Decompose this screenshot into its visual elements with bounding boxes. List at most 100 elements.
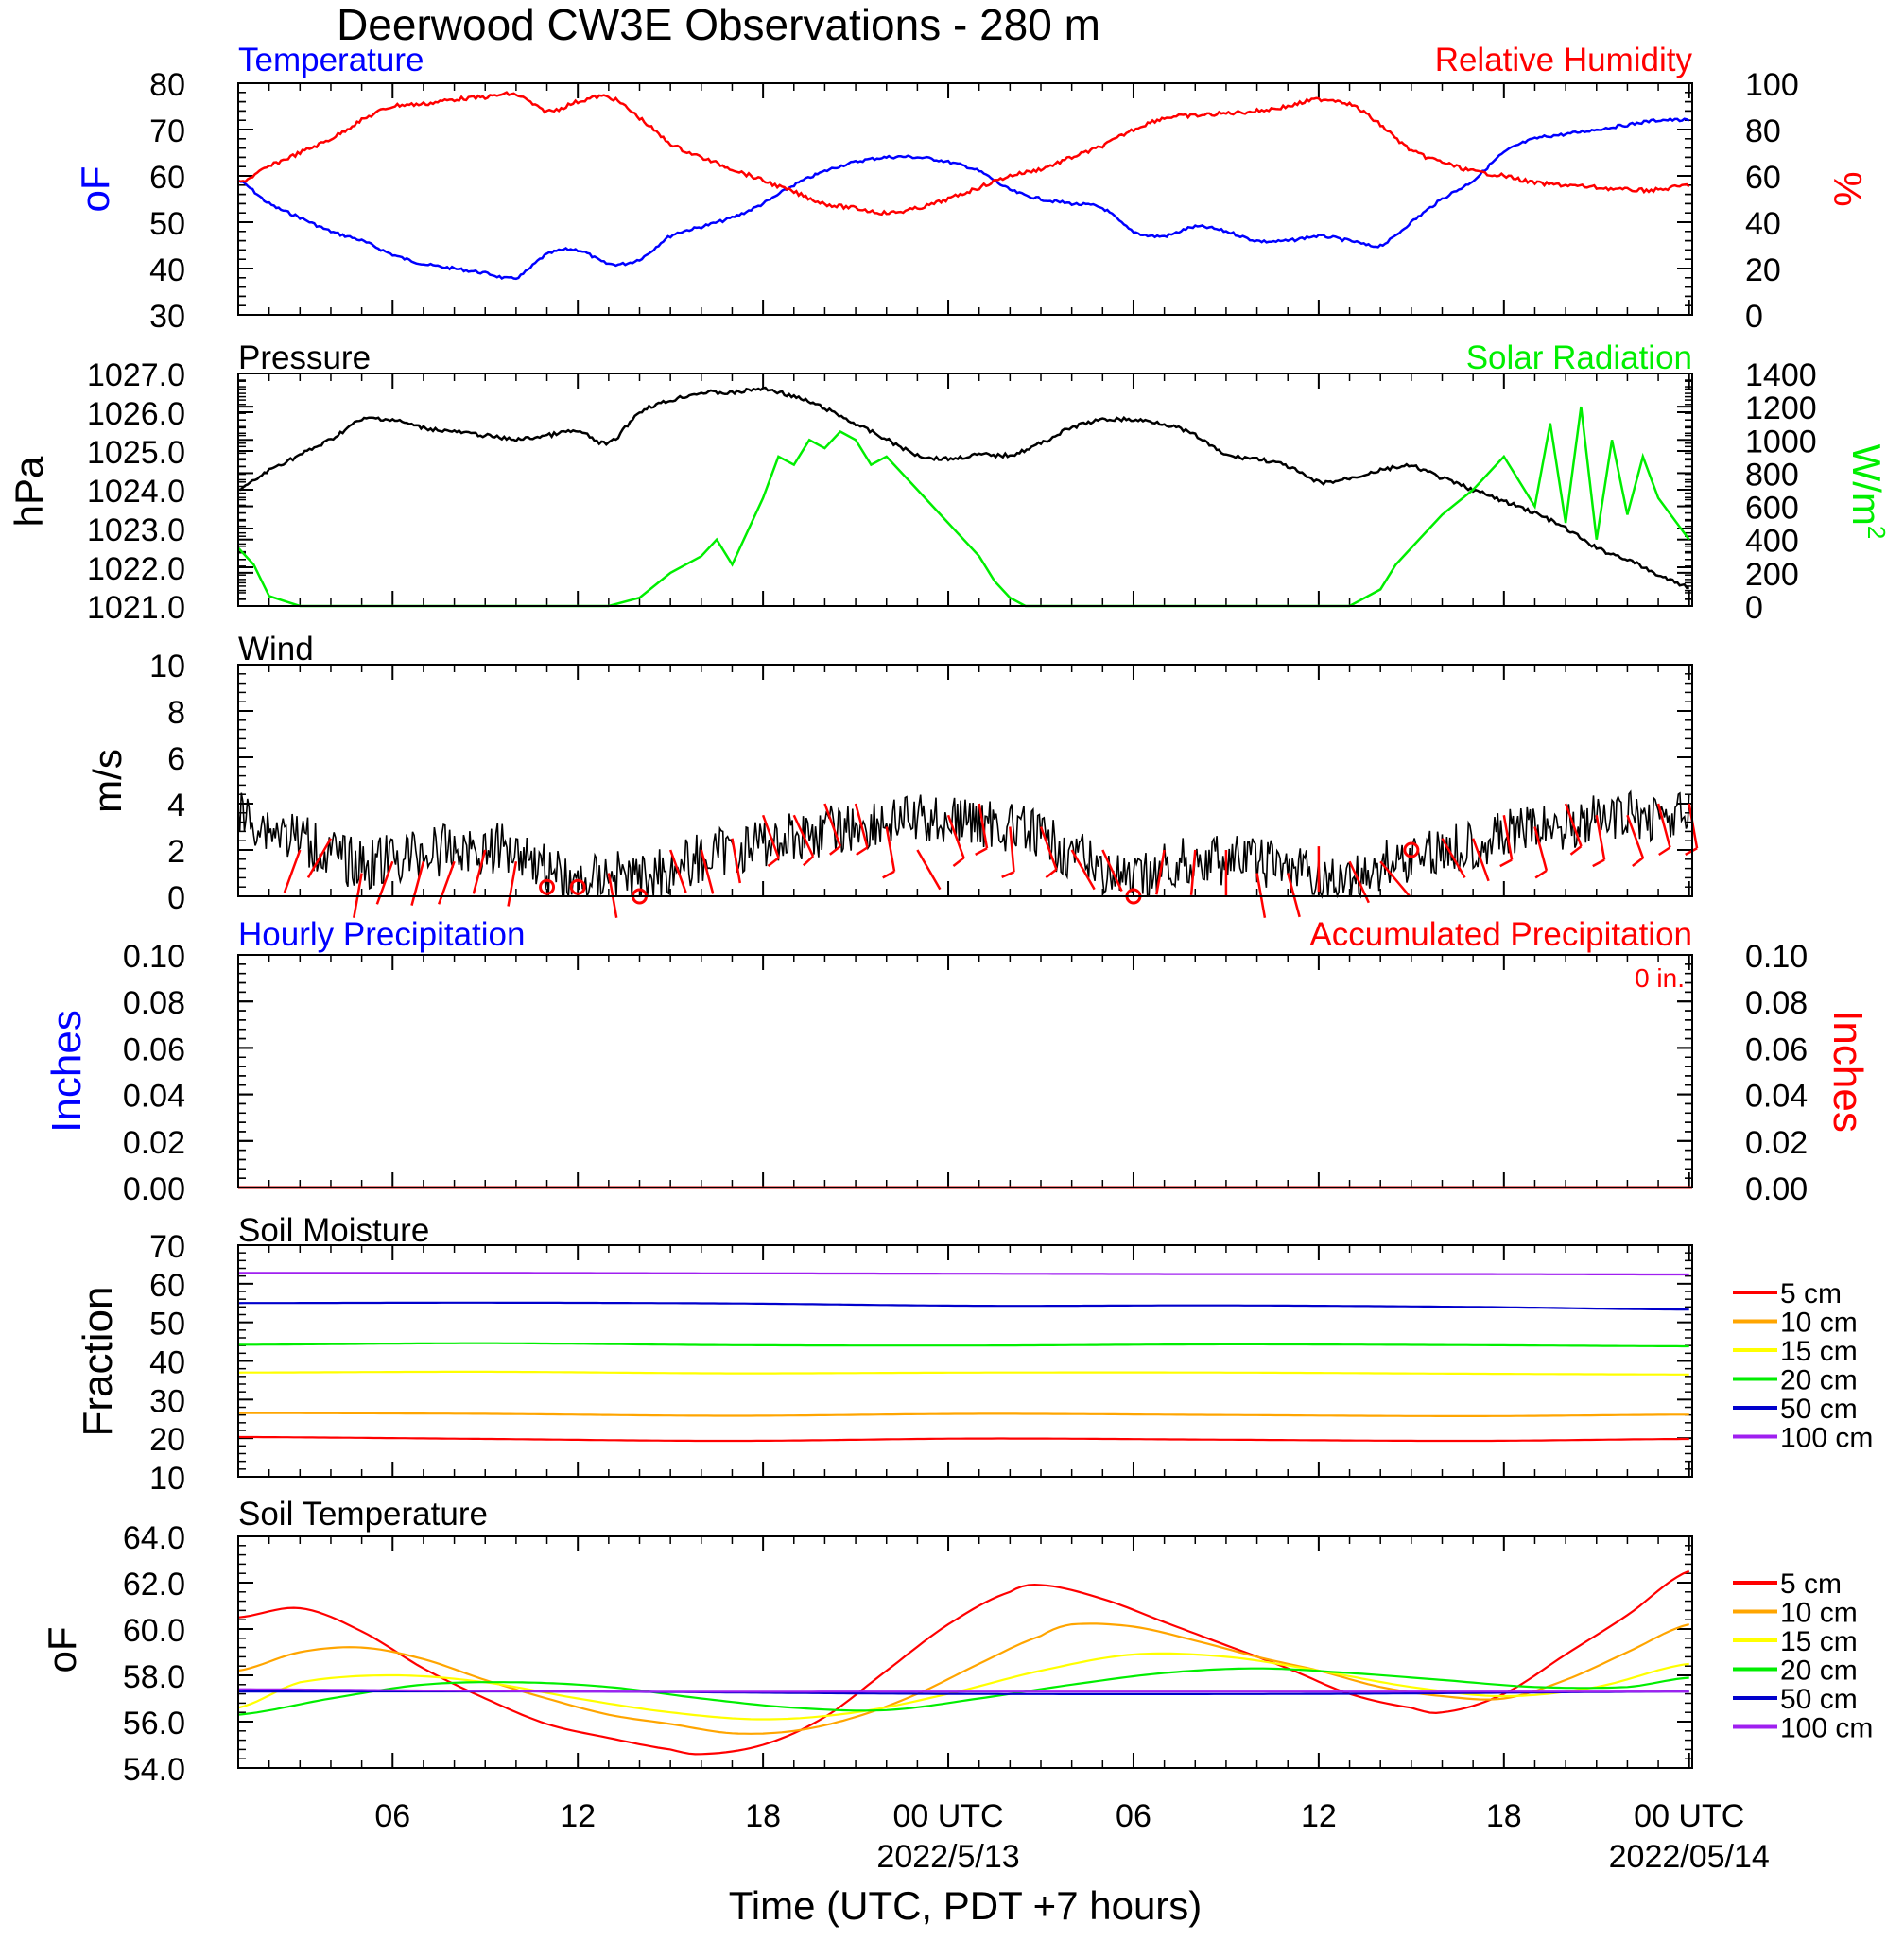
precip-right-yticks: 0.00 0.02 0.04 0.06 0.08 0.10 <box>238 939 1808 1207</box>
wind-barb-flag <box>1499 858 1513 868</box>
wind-barb <box>1441 838 1466 878</box>
wind-barb <box>916 849 942 891</box>
x-tick-labels: 06 12 18 00 UTC 2022/5/13 06 12 18 00 UTC 2022/05… <box>374 1798 1769 1875</box>
soil-temp-unit: oF <box>40 1626 84 1672</box>
soil-temperature-line <box>238 1688 1689 1693</box>
wind-barb <box>1189 849 1197 895</box>
y-tick-label: 40 <box>1745 206 1781 242</box>
calm-wind-marker <box>1403 841 1420 858</box>
x-tick-label: 06 <box>374 1798 410 1834</box>
temperature-title: Temperature <box>238 42 424 78</box>
legend-label: 10 cm <box>1780 1598 1858 1629</box>
wind-barb <box>792 814 815 858</box>
panel-temperature-humidity: Temperature Relative Humidity oF % 30 40 5… <box>73 42 1870 335</box>
y-tick-label: 1200 <box>1745 390 1817 426</box>
x-tick-label: 12 <box>1301 1798 1337 1834</box>
soil-moisture-line <box>237 1435 1689 1443</box>
rh-yticks: 0 20 40 60 80 100 <box>238 67 1799 335</box>
soil-moisture-unit: Fraction <box>75 1287 121 1437</box>
wind-barb <box>668 849 687 893</box>
wind-barb <box>978 803 989 849</box>
precip-right-unit: Inches <box>1825 1010 1871 1133</box>
panel-soil-temperature: Soil Temperature oF 54.0 56.0 58.0 60.0 62.0… <box>40 1496 1873 1788</box>
p3-xticks <box>268 665 1690 896</box>
y-tick-label: 0 <box>1745 299 1763 335</box>
calm-wind-marker <box>569 878 586 895</box>
soil-temperature-line <box>237 1652 1689 1721</box>
soil-moisture-title: Soil Moisture <box>238 1212 429 1249</box>
calm-wind-marker <box>539 878 556 895</box>
y-tick-label: 1026.0 <box>87 396 185 432</box>
humidity-unit: % <box>1826 171 1870 206</box>
pressure-title: Pressure <box>238 339 371 376</box>
y-tick-label: 60.0 <box>123 1613 185 1649</box>
x-tick-label: 18 <box>1486 1798 1522 1834</box>
wind-barb <box>283 849 302 893</box>
wind-barb <box>507 861 518 907</box>
chart-title: Deerwood CW3E Observations - 280 m <box>337 0 1100 49</box>
y-tick-label: 400 <box>1745 524 1799 560</box>
y-tick-label: 0.08 <box>1745 985 1808 1021</box>
y-tick-label: 60 <box>1745 160 1781 196</box>
legend-label: 50 cm <box>1780 1394 1858 1425</box>
y-tick-label: 0.00 <box>123 1171 185 1207</box>
pressure-unit: hPa <box>7 456 51 527</box>
precip-left-unit: Inches <box>43 1010 90 1133</box>
legend-label: 100 cm <box>1780 1423 1873 1454</box>
wind-barb <box>1070 849 1096 891</box>
y-tick-label: 1022.0 <box>87 551 185 587</box>
y-tick-label: 56.0 <box>123 1706 185 1742</box>
temperature-line <box>237 117 1690 281</box>
y-tick-label: 40 <box>149 252 185 288</box>
wind-barb <box>1626 814 1645 858</box>
y-tick-label: 2 <box>167 834 185 870</box>
wind-barb-flag <box>975 847 988 856</box>
p1-xticks <box>268 83 1690 315</box>
humidity-line <box>238 91 1690 217</box>
y-tick-label: 0.10 <box>1745 939 1808 975</box>
y-tick-label: 0.00 <box>1745 1171 1808 1207</box>
wind-barb <box>1009 826 1015 873</box>
wind-barb <box>1533 826 1549 872</box>
y-tick-label: 64.0 <box>123 1520 185 1556</box>
solar-line <box>237 406 1690 608</box>
wind-barb <box>700 849 715 894</box>
soil-temperature-line <box>237 1622 1689 1735</box>
wind-title: Wind <box>238 631 314 667</box>
y-tick-label: 0.06 <box>1745 1031 1808 1067</box>
panel-wind: Wind m/s 0 2 4 6 8 10 <box>85 631 1699 918</box>
y-tick-label: 30 <box>149 1383 185 1419</box>
y-tick-label: 10 <box>149 649 185 685</box>
y-tick-label: 1025.0 <box>87 435 185 471</box>
y-tick-label: 58.0 <box>123 1659 185 1695</box>
y-tick-label: 800 <box>1745 457 1799 493</box>
panel-precipitation: Hourly Precipitation Accumulated Precipi… <box>43 916 1871 1207</box>
wind-barb-flag <box>1001 871 1015 878</box>
y-tick-label: 80 <box>1745 113 1781 149</box>
y-tick-label: 1024.0 <box>87 474 185 510</box>
y-tick-label: 0.10 <box>123 939 185 975</box>
soil-temp-title: Soil Temperature <box>238 1496 488 1533</box>
wind-yticks: 0 2 4 6 8 10 <box>149 649 1692 916</box>
y-tick-label: 0.04 <box>123 1079 185 1115</box>
precip-left-yticks: 0.00 0.02 0.04 0.06 0.08 0.10 <box>123 939 1692 1207</box>
wind-barb <box>823 803 842 847</box>
y-tick-label: 1023.0 <box>87 512 185 548</box>
y-tick-label: 4 <box>167 788 185 823</box>
legend-label: 15 cm <box>1780 1626 1858 1657</box>
wind-barb <box>1287 873 1301 918</box>
x-tick-label: 18 <box>745 1798 781 1834</box>
wind-barb <box>854 803 869 848</box>
solar-title: Solar Radiation <box>1466 339 1692 376</box>
wind-barb-flag <box>1685 847 1698 856</box>
panel-pressure-solar: Pressure Solar Radiation hPa W/m2 1021.0… <box>7 339 1891 626</box>
legend-label: 50 cm <box>1780 1684 1858 1715</box>
legend-label: 20 cm <box>1780 1655 1858 1687</box>
p6-series <box>237 1569 1690 1756</box>
y-tick-label: 6 <box>167 741 185 777</box>
y-tick-label: 30 <box>149 299 185 335</box>
